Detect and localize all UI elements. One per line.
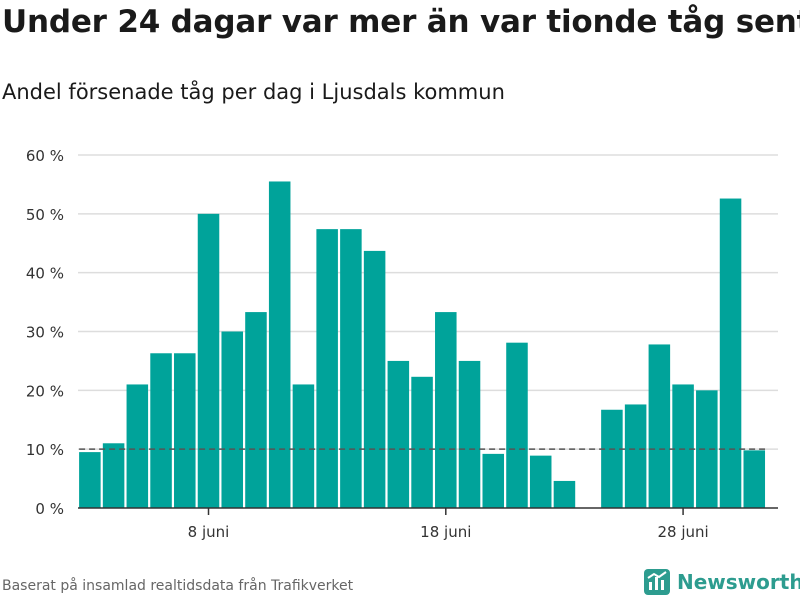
bar	[411, 376, 433, 508]
y-tick-label: 30 %	[26, 324, 64, 342]
bar	[529, 455, 552, 508]
source-note: Baserat på insamlad realtidsdata från Tr…	[2, 578, 354, 594]
bar	[435, 312, 457, 508]
bar	[197, 213, 220, 509]
newsworthy-logo-icon	[644, 569, 670, 595]
chart-subtitle: Andel försenade tåg per dag i Ljusdals k…	[2, 80, 505, 104]
bar	[126, 384, 149, 508]
bar	[624, 404, 647, 508]
bar	[174, 353, 196, 508]
bar	[648, 344, 671, 508]
bar	[743, 450, 766, 508]
y-tick-label: 0 %	[35, 500, 64, 518]
x-tick-label: 18 juni	[420, 523, 471, 541]
bar	[387, 360, 410, 508]
bars	[79, 181, 766, 509]
bar	[245, 312, 267, 508]
bar	[672, 384, 694, 508]
y-tick-label: 20 %	[26, 382, 64, 400]
brand-logo: Newsworthy	[644, 569, 800, 595]
y-tick-label: 60 %	[26, 147, 64, 165]
bar	[221, 331, 244, 508]
y-tick-label: 10 %	[26, 441, 64, 459]
bar-chart: 0 % 10 % 20 % 30 % 40 % 50 % 60 % 8 juni 18 juni…	[26, 147, 778, 541]
x-tick-label: 28 juni	[657, 523, 708, 541]
bar	[292, 384, 315, 508]
bar	[601, 409, 623, 508]
bar	[150, 353, 172, 508]
bar	[506, 342, 528, 508]
axes: 0 % 10 % 20 % 30 % 40 % 50 % 60 % 8 juni 18 juni…	[26, 147, 778, 541]
bar	[363, 250, 386, 509]
bar	[316, 229, 338, 508]
bar	[79, 452, 101, 508]
bar	[458, 360, 481, 508]
bar	[482, 453, 505, 508]
chart-title: Under 24 dagar var mer än var tionde tåg…	[2, 4, 800, 40]
x-tick-label: 8 juni	[188, 523, 230, 541]
bar	[268, 181, 291, 508]
brand-name: Newsworthy	[677, 570, 800, 594]
bar	[719, 198, 742, 508]
bar	[696, 390, 718, 508]
bar	[553, 480, 576, 508]
y-tick-label: 40 %	[26, 265, 64, 283]
bar	[102, 443, 125, 508]
y-tick-label: 50 %	[26, 206, 64, 224]
bar	[340, 229, 362, 508]
